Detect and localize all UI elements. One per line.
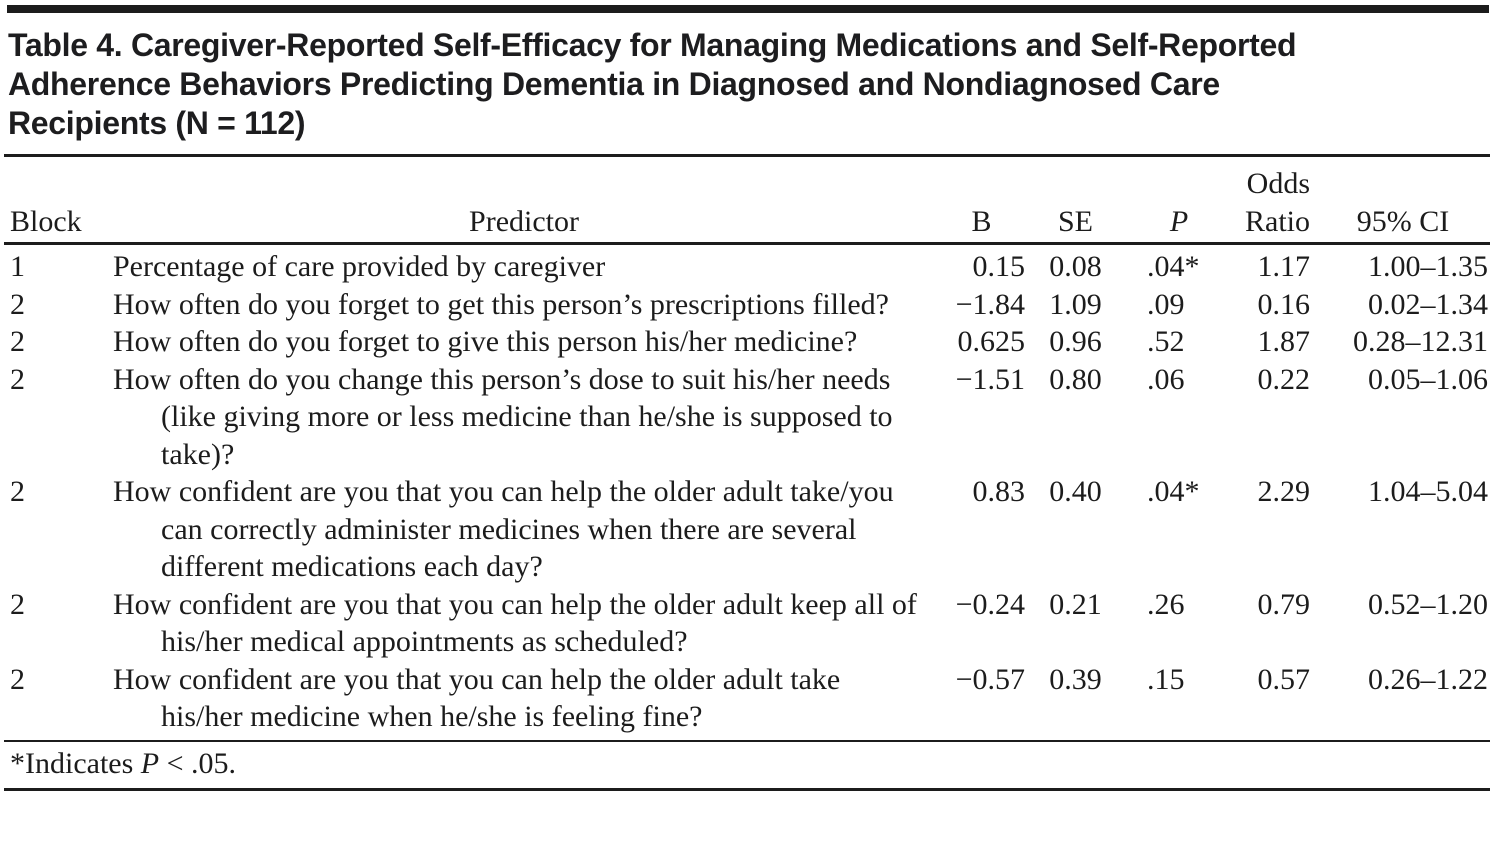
odds-ratio-cell: 0.16 [1257, 287, 1311, 321]
footnote-prefix: *Indicates [10, 746, 141, 780]
block-cell: 2 [10, 325, 25, 358]
p-cell: .52 [1147, 325, 1185, 358]
ci-cell: 0.26–1.22 [1368, 662, 1488, 696]
p-cell: .09 [1147, 287, 1185, 321]
rule-under-title [4, 154, 1490, 157]
predictor-cell: Percentage of care provided by caregiver [113, 250, 606, 283]
predictor-cell: How confident are you that you can help … [113, 475, 894, 583]
block-cell: 2 [10, 362, 25, 396]
b-cell: 0.83 [972, 475, 1026, 508]
ci-cell: 0.52–1.20 [1368, 587, 1488, 621]
col-header-p: P [1123, 157, 1235, 245]
table-title-line-1: Table 4. Caregiver-Reported Self-Efficac… [8, 27, 1297, 63]
table-header: Block Predictor B SE P Odds Ratio 95% CI [4, 157, 1490, 245]
col-header-ci: 95% CI [1316, 157, 1490, 245]
col-header-predictor: Predictor [113, 157, 935, 245]
table-body: 1 Percentage of care provided by caregiv… [4, 244, 1490, 740]
block-cell: 2 [10, 587, 25, 621]
table-row: 2 How confident are you that you can hel… [4, 473, 1490, 586]
odds-ratio-cell: 0.22 [1257, 362, 1311, 396]
p-cell: .15 [1147, 662, 1185, 696]
footnote-p-symbol: P [140, 746, 160, 780]
se-cell: 0.80 [1049, 362, 1102, 396]
odds-ratio-header-line-1: Odds [1246, 167, 1310, 200]
se-cell: 0.21 [1049, 587, 1102, 621]
odds-ratio-header-line-2: Ratio [1245, 204, 1310, 238]
table-row: 2 How often do you change this person’s … [4, 361, 1490, 474]
table-row: 1 Percentage of care provided by caregiv… [4, 244, 1490, 286]
p-cell: .26 [1147, 587, 1185, 621]
col-header-block: Block [4, 157, 113, 245]
ci-cell: 1.00–1.35 [1368, 250, 1488, 283]
odds-ratio-cell: 1.17 [1257, 250, 1311, 283]
b-cell: −1.84 [955, 287, 1025, 321]
predictor-cell: How confident are you that you can help … [113, 587, 917, 659]
table-title: Table 4. Caregiver-Reported Self-Efficac… [8, 26, 1486, 143]
odds-ratio-cell: 1.87 [1257, 325, 1311, 358]
se-cell: 0.96 [1049, 325, 1102, 358]
table-footnote: *Indicates P < .05. [4, 742, 1490, 788]
se-cell: 1.09 [1049, 287, 1102, 321]
se-cell: 0.08 [1049, 250, 1102, 283]
bottom-rule [4, 787, 1490, 791]
col-header-b: B [935, 157, 1028, 245]
block-cell: 2 [10, 287, 25, 321]
b-cell: 0.625 [957, 325, 1026, 358]
rule-above-footnote [4, 739, 1490, 742]
se-cell: 0.39 [1049, 662, 1102, 696]
block-cell: 2 [10, 662, 25, 696]
table-title-line-3: Recipients (N = 112) [8, 105, 306, 141]
block-cell: 2 [10, 475, 25, 508]
predictor-cell: How often do you forget to give this per… [113, 325, 858, 358]
ci-cell: 0.02–1.34 [1368, 287, 1488, 321]
table-row: 2 How often do you forget to give this p… [4, 323, 1490, 361]
b-cell: −1.51 [955, 362, 1025, 396]
footnote-rest: < .05. [159, 746, 237, 780]
predictor-cell: How often do you change this person’s do… [113, 362, 893, 471]
b-cell: 0.15 [972, 250, 1026, 283]
col-header-odds-ratio: Odds Ratio [1235, 157, 1316, 245]
ci-cell: 0.28–12.31 [1353, 325, 1488, 358]
statistics-table: Block Predictor B SE P Odds Ratio 95% CI… [4, 157, 1490, 740]
p-cell: .04* [1147, 475, 1200, 508]
table-header-row: Block Predictor B SE P Odds Ratio 95% CI [4, 157, 1490, 245]
predictor-cell: How confident are you that you can help … [113, 662, 841, 734]
table-row: 2 How confident are you that you can hel… [4, 661, 1490, 740]
b-cell: −0.57 [955, 662, 1025, 696]
table-title-line-2: Adherence Behaviors Predicting Dementia … [8, 66, 1220, 102]
table-row: 2 How often do you forget to get this pe… [4, 286, 1490, 324]
se-cell: 0.40 [1049, 475, 1102, 508]
p-cell: .04* [1147, 250, 1200, 283]
ci-cell: 1.04–5.04 [1368, 475, 1488, 508]
b-cell: −0.24 [955, 587, 1025, 621]
odds-ratio-cell: 2.29 [1257, 475, 1311, 508]
predictor-cell: How often do you forget to get this pers… [113, 287, 889, 321]
col-header-se: SE [1028, 157, 1123, 245]
ci-cell: 0.05–1.06 [1368, 362, 1488, 396]
odds-ratio-cell: 0.79 [1257, 587, 1311, 621]
table-row: 2 How confident are you that you can hel… [4, 586, 1490, 661]
p-cell: .06 [1147, 362, 1185, 396]
odds-ratio-cell: 0.57 [1257, 662, 1311, 696]
top-thick-rule [7, 5, 1489, 13]
block-cell: 1 [10, 250, 25, 283]
